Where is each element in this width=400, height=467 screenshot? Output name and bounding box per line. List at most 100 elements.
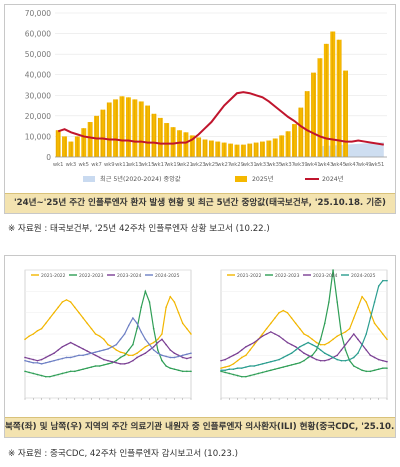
legend-entry: 2021-2022 [41, 273, 66, 279]
x-tick-label: wk49 [358, 162, 372, 168]
ili-point [340, 333, 343, 335]
ili-point [253, 341, 255, 344]
ili-point [319, 343, 322, 346]
ili-point [344, 349, 347, 351]
ili-point [61, 301, 64, 303]
ili-point [278, 367, 280, 369]
ili-point [119, 363, 122, 365]
x-tick-label: wk13 [128, 162, 142, 168]
ili-point [36, 373, 39, 376]
ili-line-2021-2022 [220, 295, 388, 369]
ili-point [98, 350, 101, 352]
ili-point [353, 365, 355, 367]
x-tick-label: wk33 [256, 162, 270, 168]
ili-point [136, 322, 138, 325]
ili-point [157, 349, 159, 351]
x-tick-label: wk7 [91, 162, 102, 168]
ili-point [365, 333, 368, 335]
ili-point [249, 365, 251, 367]
ili-point [386, 367, 388, 369]
ili-point [144, 352, 147, 354]
x-tick-label: wk25 [204, 162, 218, 168]
ili-point [98, 335, 101, 337]
china-north-ili-chart: 2021-2022 2022-2023 2023-2024 2024-2025 [24, 269, 192, 400]
ili-point [107, 343, 109, 346]
y-tick-label: 20,000 [25, 112, 51, 121]
ili-point [140, 331, 142, 333]
bar-2025-texture [330, 31, 336, 158]
ili-point [328, 301, 330, 303]
ili-point [119, 338, 122, 341]
bar-2025-texture [202, 139, 208, 157]
bar-2025-texture [221, 142, 227, 157]
ili-point [90, 327, 93, 330]
ili-point [270, 322, 272, 325]
y-tick-label: 10,000 [25, 132, 51, 141]
ili-point [74, 343, 76, 346]
ili-point [336, 358, 338, 361]
ili-point [161, 354, 163, 357]
ili-point [294, 349, 297, 351]
ili-point [173, 368, 176, 370]
ili-point [115, 359, 118, 362]
bar-2025-texture [157, 117, 163, 157]
bar-2025-texture [285, 131, 291, 157]
ili-point [373, 369, 376, 372]
ili-point [119, 351, 122, 353]
ili-point [148, 349, 151, 351]
ili-point [382, 367, 384, 369]
ili-point [78, 311, 80, 314]
x-tick-label: wk19 [166, 162, 180, 168]
bar-2025-texture [311, 72, 317, 157]
x-tick-label: wk27 [217, 162, 231, 168]
ili-point [28, 335, 30, 337]
ili-point [344, 343, 347, 346]
ili-point [303, 333, 305, 335]
ili-point [265, 333, 268, 335]
ili-point [386, 338, 388, 341]
ili-point [220, 359, 222, 362]
ili-point [282, 309, 285, 312]
bar-2025-texture [68, 141, 74, 157]
ili-point [82, 354, 84, 357]
ili-point [165, 306, 167, 309]
ili-point [373, 322, 376, 325]
ili-point [157, 341, 159, 344]
ili-point [336, 335, 338, 337]
ili-point [232, 368, 235, 370]
ili-point [224, 369, 226, 372]
ili-point [115, 349, 118, 351]
ili-point [373, 356, 376, 359]
ili-point [107, 359, 109, 362]
x-tick-label: wk1 [53, 162, 64, 168]
ili-point [57, 349, 59, 351]
ili-point [377, 285, 380, 287]
china-chart-caption: 북쪽(좌) 및 남쪽(우) 지역의 주간 의료기관 내원자 중 인플루엔자 의사… [5, 417, 395, 437]
ili-point [332, 338, 334, 341]
x-tick-label: wk29 [230, 162, 244, 168]
ili-point [377, 358, 380, 361]
ili-point [253, 343, 255, 346]
bar-2025-texture [215, 141, 221, 157]
ili-point [299, 327, 301, 330]
ili-point [190, 370, 192, 373]
ili-point [107, 348, 109, 350]
ili-point [123, 333, 126, 335]
ili-point [270, 360, 272, 363]
thailand-chart-panel: 0 10,000 20,000 30,000 40,000 50,000 60,000 70,… [4, 4, 396, 214]
bar-2025-texture [234, 144, 240, 157]
x-tick-label: wk51 [370, 162, 384, 168]
ili-point [165, 365, 167, 367]
ili-point [299, 346, 301, 348]
ili-point [286, 311, 289, 314]
ili-point [181, 322, 184, 325]
ili-point [157, 338, 159, 341]
ili-point [57, 358, 59, 361]
y-tick-label: 60,000 [25, 30, 51, 39]
ili-point [386, 279, 388, 282]
ili-point [357, 306, 359, 309]
legend-entry: 2023-2024 [117, 273, 142, 279]
bar-2025-texture [291, 124, 297, 157]
ili-point [148, 343, 151, 346]
ili-point [361, 369, 363, 372]
